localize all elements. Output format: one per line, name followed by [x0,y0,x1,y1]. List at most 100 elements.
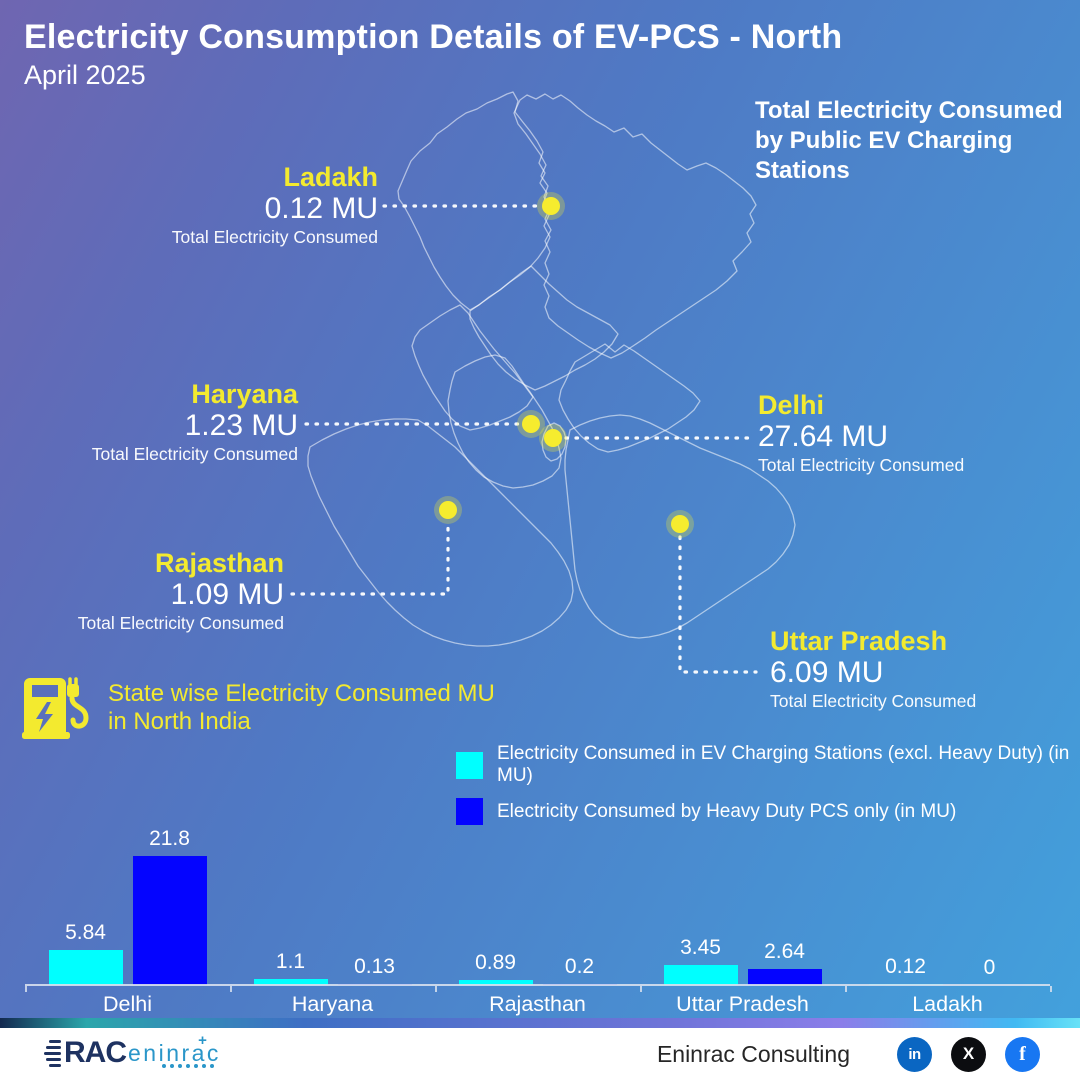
connector-rajasthan [290,520,450,596]
state-outline-uttar-pradesh [564,414,796,639]
section-label: State wise Electricity Consumed MU in No… [108,680,495,736]
state-value: 1.23 MU [184,409,298,442]
state-name: Delhi [758,390,825,420]
bar-group-haryana: 1.1 0.13 [230,820,435,985]
bar-slot: 0 [953,820,1027,985]
bar-group-uttar-pradesh: 3.45 2.64 [640,820,845,985]
state-caption: Total Electricity Consumed [758,455,965,475]
map-note: Total Electricity Consumed by Public EV … [755,97,1063,184]
legend-swatch-blue [456,798,483,825]
bar-chart: 5.84 21.8 1.1 0.13 0.89 0.2 3.45 2.64 0.12 0 Delh… [25,820,1052,1020]
state-caption: Total Electricity Consumed [91,444,298,464]
legend-item-heavy-duty: Electricity Consumed by Heavy Duty PCS o… [456,798,1080,825]
state-outline-jammu-kashmir [397,91,551,311]
bar-group-delhi: 5.84 21.8 [25,820,230,985]
bar-value-label: 5.84 [65,921,106,945]
state-name: Ladakh [283,162,378,192]
bar-value-label: 21.8 [149,827,190,850]
bar-value-label: 1.1 [275,949,306,973]
legend-item-excl-heavy-duty: Electricity Consumed in EV Charging Stat… [456,743,1080,787]
category-label: Delhi [103,992,152,1016]
bar-slot: 0.12 [868,820,943,985]
marker-haryana [517,410,545,438]
bar-value-label: 0 [983,956,996,979]
state-outline-haryana [447,354,562,489]
state-outline-himachal-pradesh [469,265,619,391]
state-caption: Total Electricity Consumed [77,613,284,633]
callout-ladakh: Ladakh 0.12 MU Total Electricity Consume… [98,162,378,249]
chart-legend: Electricity Consumed in EV Charging Stat… [456,743,1080,836]
connector-uttar-pradesh [678,535,758,674]
state-name: Uttar Pradesh [770,626,948,656]
bar-heavy-duty [132,856,207,985]
axis-tick [1050,986,1052,992]
footer-gradient-strip [0,1018,1080,1028]
footer-right: Eninrac Consulting in X f [657,1028,1040,1080]
callout-haryana: Haryana 1.23 MU Total Electricity Consum… [38,379,298,466]
state-outline-rajasthan [307,418,574,647]
bar-slot: 0.13 [337,820,412,985]
section-label-row: State wise Electricity Consumed MU in No… [22,672,495,744]
callout-rajasthan: Rajasthan 1.09 MU Total Electricity Cons… [24,548,284,635]
bar-slot: 5.84 [48,820,123,985]
axis-tick [435,986,437,992]
ev-charging-station-icon [22,677,89,739]
page-subtitle: April 2025 [24,60,146,90]
facebook-icon[interactable]: f [1005,1036,1040,1072]
state-value: 1.09 MU [170,578,284,611]
linkedin-icon[interactable]: in [897,1036,932,1072]
x-axis-line [25,984,1050,986]
callout-delhi: Delhi 27.64 MU Total Electricity Consume… [758,390,1058,477]
bar-slot: 1.1 [253,820,328,985]
bar-excl-heavy-duty [253,978,328,985]
callout-uttar-pradesh: Uttar Pradesh 6.09 MU Total Electricity … [770,626,1070,713]
bar-value-label: 3.45 [680,935,721,959]
logo-plus-mark: + [198,1031,207,1049]
bar-group-ladakh: 0.12 0 [845,820,1050,985]
axis-tick [230,986,232,992]
logo-dots [162,1063,218,1068]
state-name: Haryana [191,379,298,409]
marker-ladakh [537,192,565,220]
bar-group-rajasthan: 0.89 0.2 [435,820,640,985]
state-outline-punjab [411,304,534,431]
logo-rac-text: RAC [64,1036,127,1069]
bars-area: 5.84 21.8 1.1 0.13 0.89 0.2 3.45 2.64 0.12 0 [25,820,1050,985]
bar-value-label: 0.89 [475,950,516,974]
state-value: 6.09 MU [770,656,884,689]
category-label: Ladakh [912,992,983,1016]
axis-tick [640,986,642,992]
logo-bars-icon [44,1038,61,1068]
bar-heavy-duty [747,969,822,985]
bar-slot: 0.2 [542,820,617,985]
bar-value-label: 0.13 [354,955,395,979]
bar-value-label: 0.12 [885,955,926,979]
state-name: Rajasthan [154,548,284,578]
state-outline-ladakh [513,93,757,359]
state-caption: Total Electricity Consumed [171,227,378,247]
bar-excl-heavy-duty [48,950,123,985]
page-title: Electricity Consumption Details of EV-PC… [24,18,843,56]
state-value: 0.12 MU [264,192,378,225]
logo-eninrac-text: eninrac + [128,1031,221,1068]
category-label: Rajasthan [489,992,586,1016]
marker-uttar-pradesh [666,510,694,538]
bar-slot: 21.8 [132,820,207,985]
section-label-line1: State wise Electricity Consumed MU [108,680,495,707]
axis-tick [845,986,847,992]
bar-excl-heavy-duty [458,979,533,985]
legend-label: Electricity Consumed by Heavy Duty PCS o… [497,800,957,822]
brand-name: Eninrac Consulting [656,1040,850,1067]
bar-excl-heavy-duty [663,964,738,985]
x-twitter-icon[interactable]: X [951,1036,986,1072]
bar-value-label: 2.64 [764,940,805,964]
marker-rajasthan [434,496,462,524]
legend-swatch-cyan [456,751,483,779]
marker-delhi [539,424,567,452]
eninrac-logo: RAC eninrac + [44,1031,221,1070]
category-label: Haryana [291,992,374,1016]
bar-slot: 0.89 [458,820,533,985]
axis-tick [25,986,27,992]
bar-slot: 3.45 [663,820,738,985]
